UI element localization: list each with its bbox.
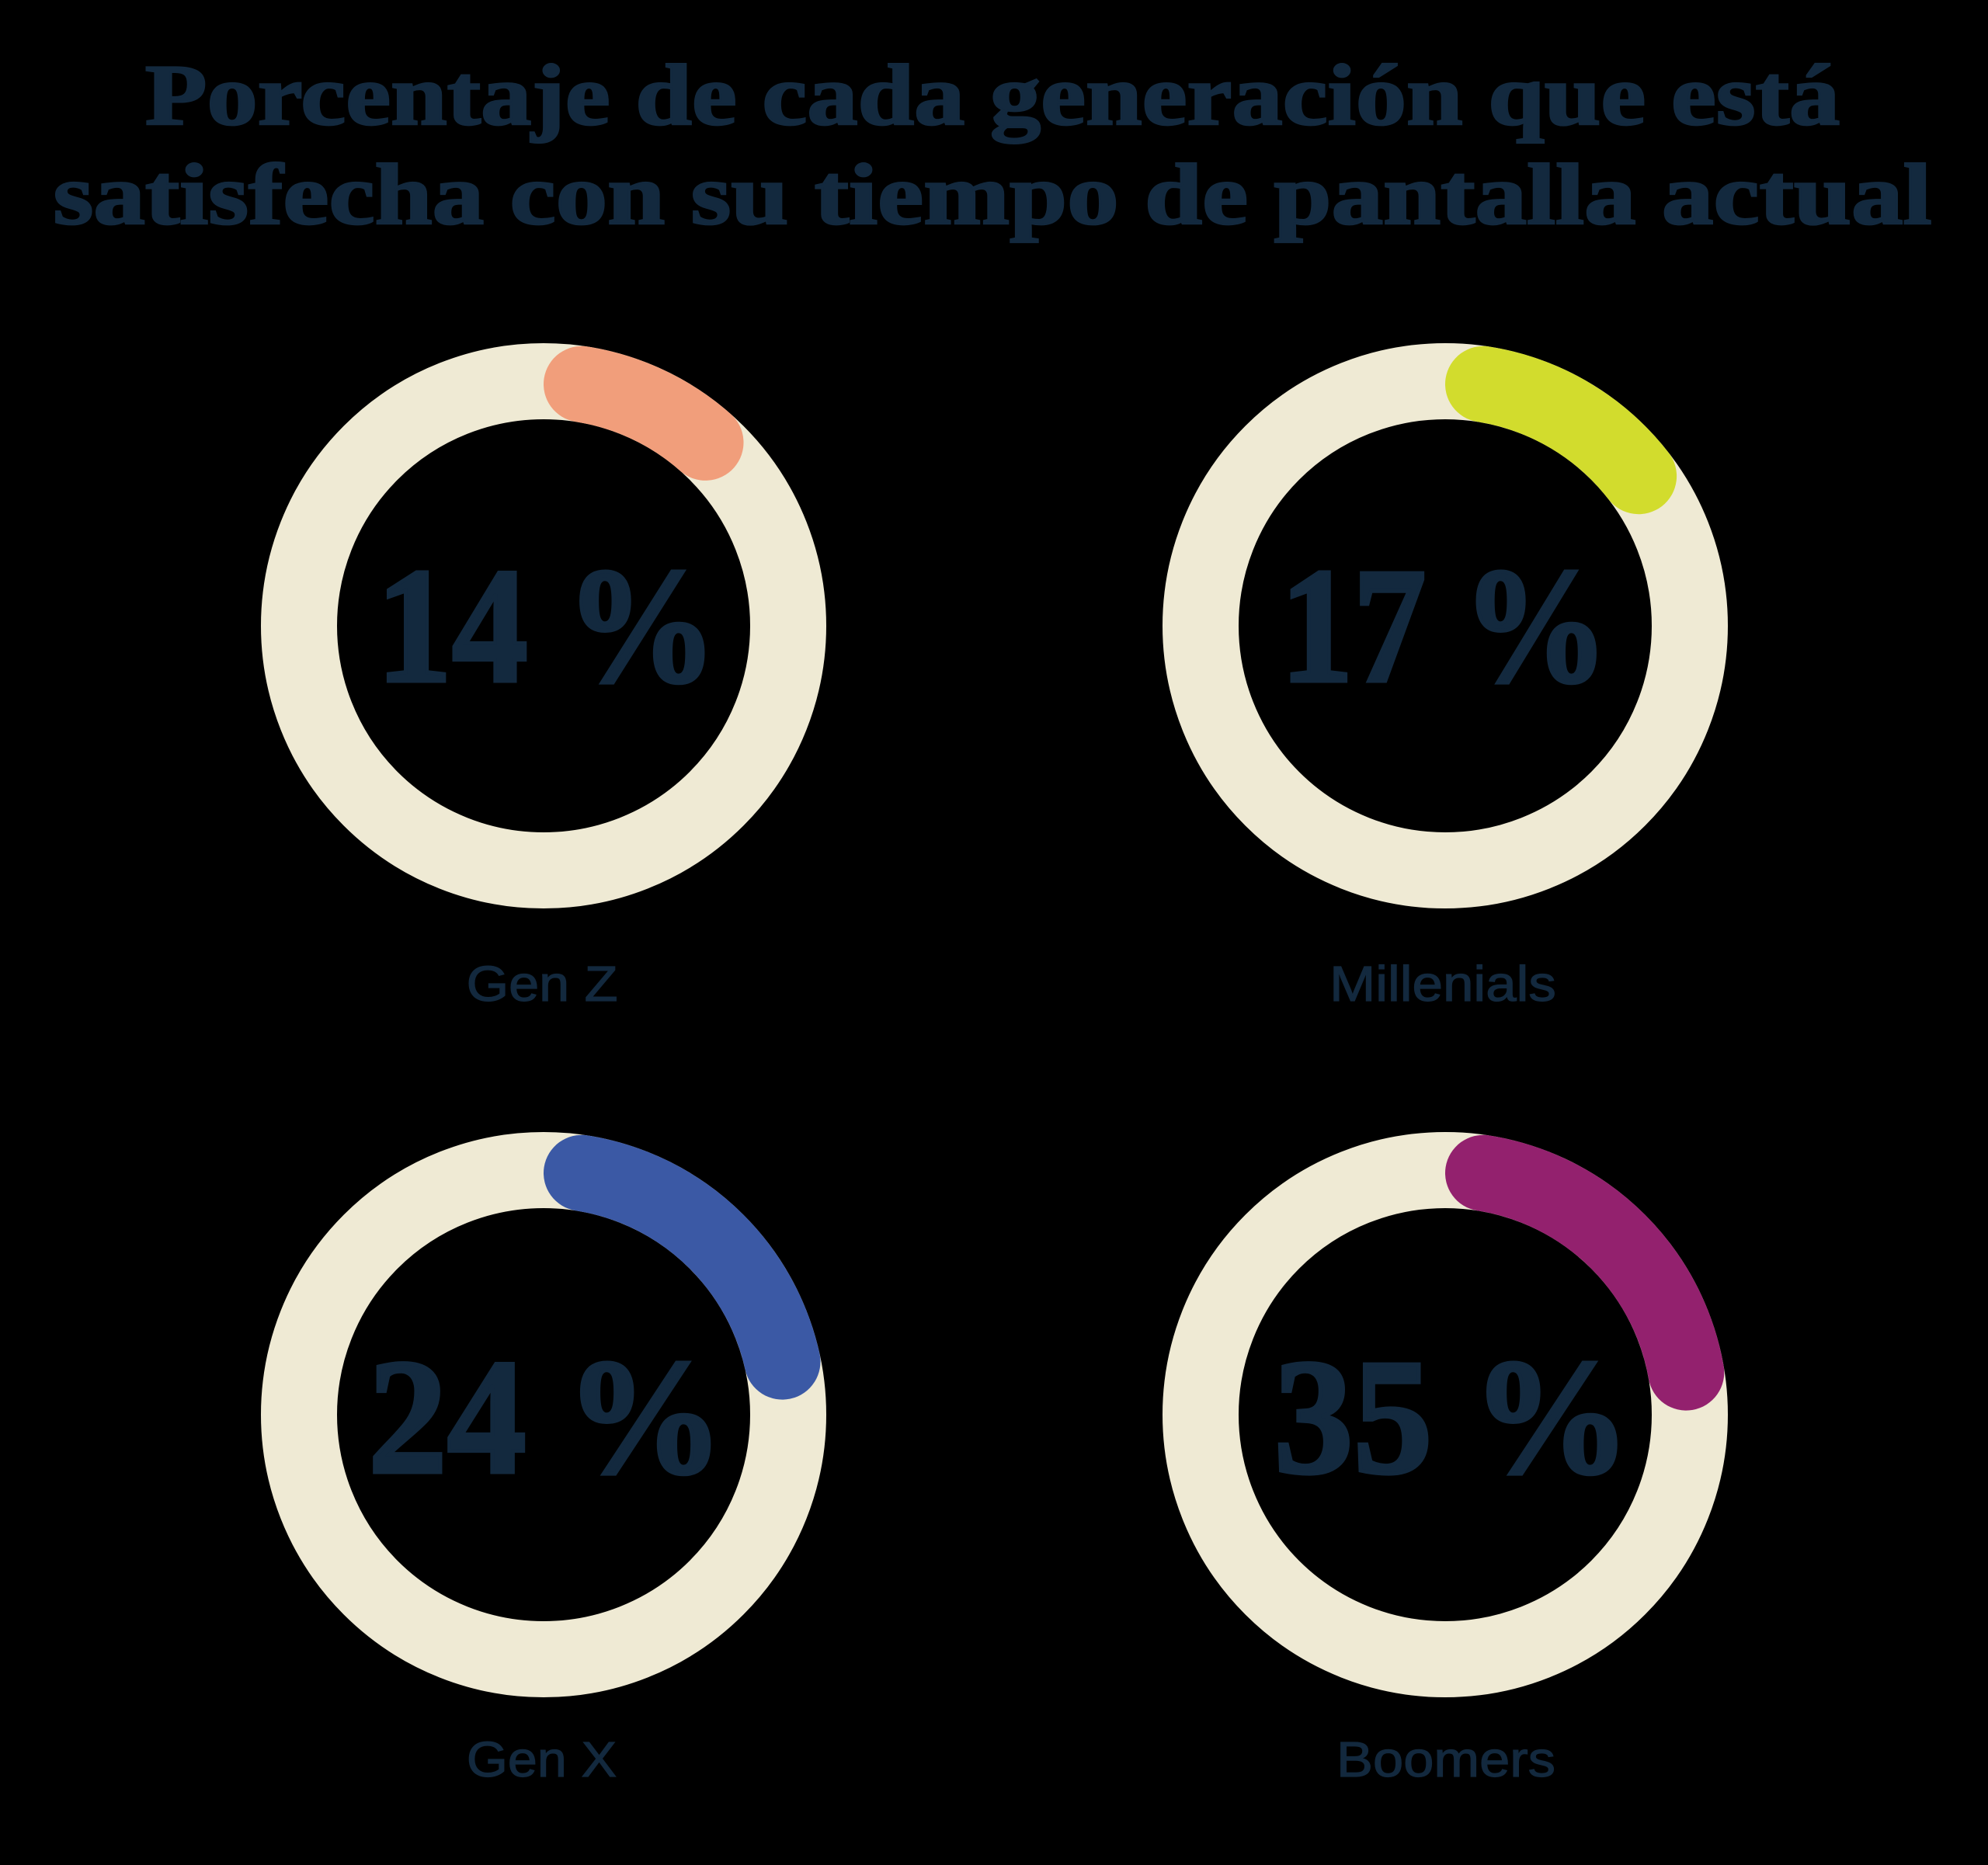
svg-text:35 %: 35 % xyxy=(1274,1325,1631,1507)
svg-text:17 %: 17 % xyxy=(1281,536,1609,717)
svg-text:14 %: 14 % xyxy=(377,535,718,717)
svg-text:24 %: 24 % xyxy=(368,1325,724,1508)
svg-text:Millenials: Millenials xyxy=(1329,957,1556,1012)
svg-text:Gen Z: Gen Z xyxy=(467,957,618,1012)
svg-text:satisfecha con su tiempo de pa: satisfecha con su tiempo de pantalla act… xyxy=(53,146,1931,243)
svg-text:Gen X: Gen X xyxy=(467,1732,617,1788)
svg-text:Boomers: Boomers xyxy=(1336,1732,1555,1787)
svg-text:Porcentaje de cada generación: Porcentaje de cada generación que está xyxy=(145,47,1840,143)
